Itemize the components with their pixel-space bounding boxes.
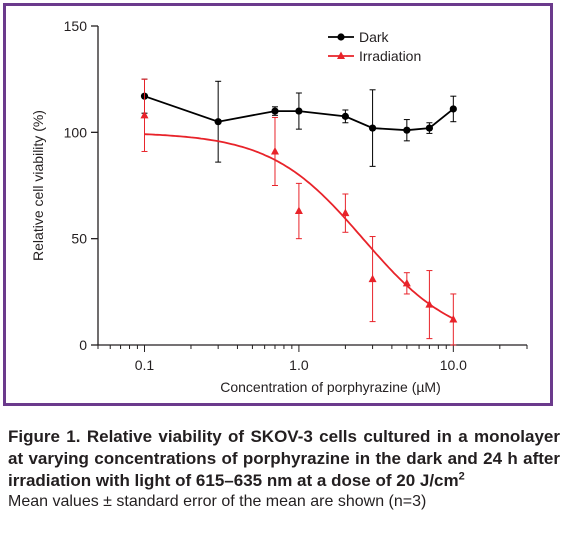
y-tick-label: 0 (79, 337, 87, 353)
series-line (144, 133, 454, 320)
legend-label: Dark (359, 29, 390, 45)
x-tick-label: 1.0 (289, 357, 309, 373)
data-point (402, 278, 411, 287)
legend-label: Irradiation (359, 48, 421, 64)
data-point (270, 146, 279, 155)
x-tick-label: 0.1 (135, 357, 155, 373)
data-point (294, 206, 303, 215)
data-point (403, 126, 411, 134)
chart-frame: 0 50 100 150 0.1 1.0 10.0 Concentration of porp… (3, 3, 553, 406)
data-point (425, 300, 434, 308)
data-point (449, 105, 457, 113)
data-point (295, 107, 303, 115)
data-point (341, 208, 350, 217)
legend-marker (337, 33, 345, 41)
y-tick-label: 150 (64, 18, 88, 34)
data-point (214, 118, 222, 126)
x-tick-label: 10.0 (440, 357, 467, 373)
y-tick-label: 50 (71, 231, 87, 247)
y-axis-title: Relative cell viability (%) (30, 110, 46, 261)
data-point (368, 124, 377, 132)
figure-caption: Figure 1. Relative viability of SKOV-3 c… (8, 426, 560, 512)
caption-title-superscript: 2 (458, 470, 465, 483)
data-point (368, 274, 377, 283)
series-irradiation (140, 78, 458, 346)
data-point (449, 314, 458, 323)
data-point (425, 124, 434, 132)
chart: 0 50 100 150 0.1 1.0 10.0 Concentration of porp… (30, 18, 528, 395)
x-axis-title: Concentration of porphyrazine (µM) (220, 379, 441, 395)
data-point (271, 107, 279, 115)
caption-title: Figure 1. Relative viability of SKOV-3 c… (8, 426, 560, 492)
caption-note: Mean values ± standard error of the mean… (8, 493, 427, 510)
legend-marker (337, 51, 345, 59)
series-dark (140, 78, 457, 167)
data-point (341, 112, 349, 120)
y-tick-label: 100 (64, 124, 88, 140)
caption-title-text: Figure 1. Relative viability of SKOV-3 c… (8, 427, 560, 490)
data-point (140, 110, 149, 119)
